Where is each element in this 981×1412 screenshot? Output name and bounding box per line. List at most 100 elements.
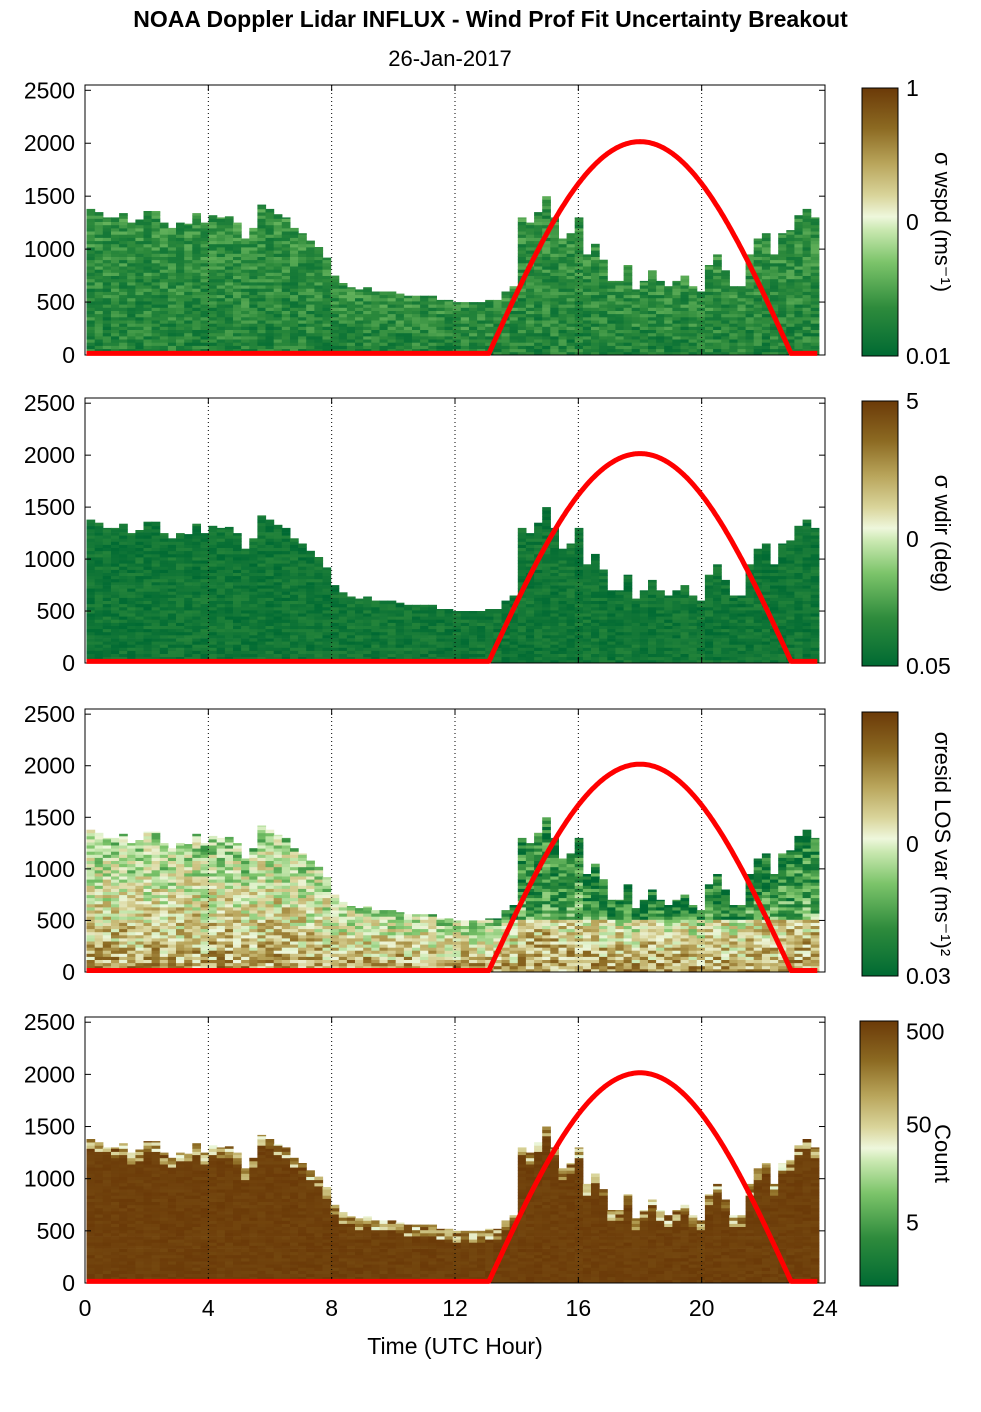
heatmap-cell — [184, 281, 193, 286]
heatmap-cell — [566, 557, 576, 561]
heatmap-cell — [159, 231, 169, 235]
heatmap-cell — [111, 259, 120, 264]
heatmap-cell — [151, 332, 161, 337]
heatmap-cell — [119, 247, 128, 251]
heatmap-cell — [420, 297, 429, 302]
heatmap-cell — [444, 307, 454, 311]
heatmap-cell — [159, 603, 169, 608]
heatmap-cell — [615, 294, 625, 299]
heatmap-cell — [290, 262, 299, 267]
heatmap-cell — [111, 291, 120, 296]
heatmap-cell — [127, 585, 136, 589]
heatmap-cell — [460, 329, 470, 334]
heatmap-cell — [558, 550, 568, 555]
heatmap-cell — [94, 240, 104, 245]
heatmap-cell — [591, 281, 600, 286]
heatmap-cell — [639, 345, 649, 350]
heatmap-cell — [143, 332, 153, 337]
heatmap-cell — [534, 628, 543, 633]
heatmap-cell — [485, 339, 494, 343]
heatmap-cell — [542, 578, 551, 583]
heatmap-cell — [786, 281, 795, 286]
heatmap-cell — [127, 638, 136, 642]
heatmap-cell — [241, 288, 250, 292]
heatmap-cell — [249, 631, 258, 636]
heatmap-cell — [314, 281, 324, 286]
heatmap-cell — [403, 647, 413, 651]
heatmap-cell — [761, 316, 771, 321]
heatmap-cell — [534, 613, 543, 617]
heatmap-cell — [558, 269, 568, 273]
heatmap-cell — [208, 262, 218, 267]
heatmap-cell — [176, 297, 185, 302]
heatmap-cell — [200, 616, 210, 620]
heatmap-cell — [517, 616, 527, 620]
heatmap-cell — [249, 301, 258, 305]
heatmap-cell — [176, 535, 185, 539]
heatmap-cell — [102, 613, 112, 617]
heatmap-cell — [403, 641, 413, 645]
heatmap-cell — [290, 304, 299, 308]
heatmap-cell — [696, 307, 706, 311]
heatmap-cell — [216, 342, 226, 346]
heatmap-cell — [208, 339, 218, 343]
heatmap-cell — [233, 547, 242, 552]
heatmap-cell — [167, 316, 177, 321]
heatmap-cell — [111, 625, 120, 630]
heatmap-cell — [159, 653, 169, 658]
heatmap-cell — [265, 653, 275, 658]
heatmap-cell — [265, 631, 275, 636]
heatmap-cell — [534, 310, 543, 315]
heatmap-cell — [615, 288, 625, 292]
heatmap-cell — [517, 532, 527, 536]
heatmap-cell — [273, 656, 283, 661]
heatmap-cell — [127, 594, 136, 598]
heatmap-cell — [233, 541, 242, 545]
heatmap-cell — [648, 297, 657, 302]
heatmap-cell — [192, 281, 201, 286]
heatmap-cell — [290, 345, 299, 350]
heatmap-cell — [119, 237, 128, 242]
heatmap-cell — [501, 659, 511, 664]
heatmap-cell — [298, 266, 307, 270]
heatmap-cell — [469, 613, 478, 617]
heatmap-cell — [639, 348, 649, 353]
heatmap-cell — [192, 634, 201, 639]
heatmap-cell — [460, 316, 470, 321]
heatmap-cell — [102, 313, 112, 318]
heatmap-cell — [233, 243, 242, 248]
heatmap-cell — [94, 647, 104, 651]
heatmap-cell — [338, 316, 348, 321]
heatmap-cell — [192, 294, 201, 299]
heatmap-cell — [656, 332, 665, 337]
heatmap-cell — [477, 320, 486, 324]
heatmap-cell — [346, 301, 356, 305]
heatmap-cell — [224, 641, 234, 645]
heatmap-cell — [151, 653, 161, 658]
heatmap-cell — [737, 326, 747, 330]
heatmap-cell — [737, 316, 747, 321]
heatmap-cell — [534, 563, 543, 567]
heatmap-cell — [355, 653, 364, 658]
heatmap-cell — [550, 342, 559, 346]
heatmap-cell — [355, 656, 364, 661]
heatmap-cell — [444, 650, 454, 654]
heatmap-cell — [428, 647, 437, 651]
heatmap-cell — [159, 644, 169, 648]
heatmap-cell — [151, 221, 161, 226]
heatmap-cell — [558, 600, 568, 605]
heatmap-cell — [208, 297, 218, 302]
heatmap-cell — [102, 606, 112, 611]
heatmap-cell — [436, 609, 446, 611]
heatmap-cell — [151, 339, 161, 343]
heatmap-cell — [493, 610, 503, 614]
heatmap-cell — [298, 301, 307, 305]
heatmap-cell — [395, 644, 405, 648]
heatmap-cell — [810, 339, 820, 343]
heatmap-cell — [111, 320, 120, 324]
heatmap-cell — [395, 320, 405, 324]
heatmap-cell — [119, 240, 128, 245]
heatmap-cell — [314, 566, 324, 570]
heatmap-cell — [265, 603, 275, 608]
heatmap-cell — [648, 348, 657, 353]
